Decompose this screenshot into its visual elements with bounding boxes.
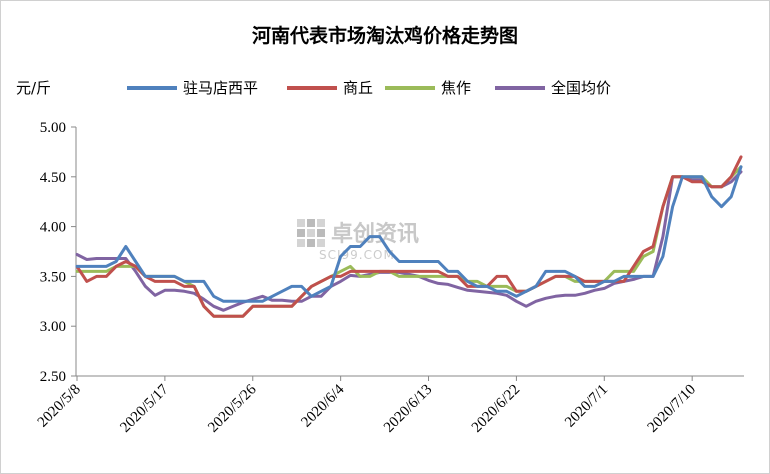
watermark-logo-square [297,219,305,227]
legend: 驻马店西平 商丘 焦作 全国均价 [127,79,611,97]
legend-label-jiaozuo: 焦作 [441,79,471,97]
watermark-text: 卓创资讯 [331,222,419,247]
legend-label-national-average: 全国均价 [551,79,611,97]
series-line-3 [75,170,743,312]
watermark-logo-square [317,219,325,227]
x-tick-label: 2020/5/26 [205,381,260,436]
watermark-logo-square [297,229,305,237]
watermark-logo-square [307,229,315,237]
y-unit-label: 元/斤 [16,79,51,97]
x-tick-label: 2020/5/17 [117,381,172,436]
watermark-logo-square [317,229,325,237]
y-tick-label: 3.00 [40,319,66,335]
x-tick-label: 2020/6/22 [469,382,523,436]
x-tick-label: 2020/7/1 [562,382,611,431]
x-tick-label: 2020/6/13 [381,382,435,436]
y-tick-label: 4.50 [40,170,66,186]
y-tick-label: 3.50 [40,269,66,285]
y-tick-label: 5.00 [40,120,66,136]
watermark-logo-square [307,219,315,227]
legend-label-xiping: 驻马店西平 [183,79,258,97]
y-tick-label: 4.00 [40,220,66,236]
series-line-0 [75,165,743,303]
y-tick-label: 2.50 [40,369,66,385]
watermark: 卓创资讯 SCI99.COM [297,219,419,262]
series-line-1 [75,155,743,318]
x-tick-label: 2020/6/4 [298,381,347,430]
series-layer [75,155,743,318]
legend-label-shangqiu: 商丘 [343,79,373,97]
watermark-logo-square [307,239,315,247]
watermark-subtext: SCI99.COM [319,248,395,262]
x-tick-label: 2020/5/8 [35,382,84,431]
watermark-logo-square [297,239,305,247]
watermark-logo-square [317,239,325,247]
chart-title: 河南代表市场淘汰鸡价格走势图 [252,24,518,47]
x-tick-label: 2020/7/10 [645,382,699,436]
